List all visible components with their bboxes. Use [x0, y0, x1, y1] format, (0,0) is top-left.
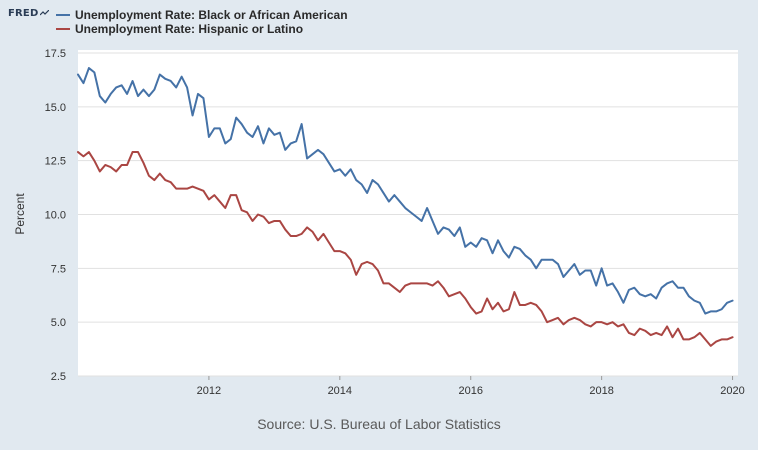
chart-header: FRED Unemployment Rate: Black or African… — [0, 0, 758, 44]
y-axis-label: Percent — [13, 193, 27, 235]
y-tick-label: 5.0 — [51, 317, 66, 329]
legend-label-black: Unemployment Rate: Black or African Amer… — [75, 8, 348, 22]
source-note: Source: U.S. Bureau of Labor Statistics — [257, 416, 501, 432]
y-tick-label: 2.5 — [51, 371, 66, 383]
y-tick-label: 10.0 — [45, 210, 66, 222]
x-tick-label: 2012 — [197, 385, 221, 397]
legend-swatch-black — [56, 14, 70, 16]
fred-logo-text: FRED — [8, 8, 39, 19]
series-line-black[interactable] — [77, 67, 734, 315]
series-line-hispanic[interactable] — [77, 151, 734, 347]
legend: Unemployment Rate: Black or African Amer… — [56, 8, 348, 36]
fred-logo-graph-icon — [40, 10, 50, 16]
x-tick-label: 2020 — [720, 385, 744, 397]
x-tick-label: 2018 — [589, 385, 613, 397]
x-tick-label: 2014 — [328, 385, 352, 397]
x-tick-label: 2016 — [458, 385, 482, 397]
legend-swatch-hispanic — [56, 28, 70, 30]
fred-logo[interactable]: FRED — [8, 8, 50, 19]
y-tick-label: 7.5 — [51, 263, 66, 275]
y-tick-label: 15.0 — [45, 102, 66, 114]
legend-item-black: Unemployment Rate: Black or African Amer… — [56, 8, 348, 22]
legend-item-hispanic: Unemployment Rate: Hispanic or Latino — [56, 22, 348, 36]
y-tick-label: 17.5 — [45, 48, 66, 60]
legend-label-hispanic: Unemployment Rate: Hispanic or Latino — [75, 22, 304, 36]
y-tick-label: 12.5 — [45, 156, 66, 168]
